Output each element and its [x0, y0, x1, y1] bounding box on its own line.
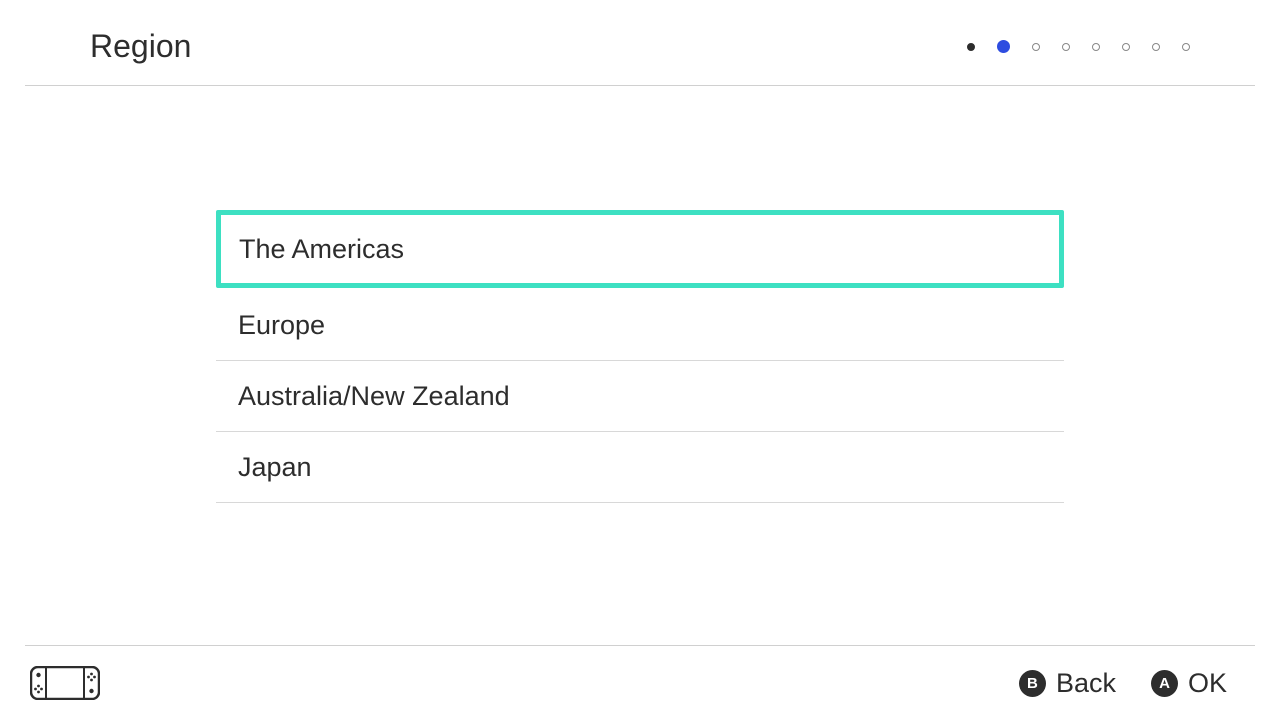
back-label: Back	[1056, 668, 1116, 699]
progress-indicator	[967, 40, 1190, 53]
progress-dot-6	[1122, 43, 1130, 51]
region-label: Australia/New Zealand	[238, 381, 510, 412]
back-button[interactable]: B Back	[1019, 668, 1116, 699]
ok-button[interactable]: A OK	[1151, 668, 1227, 699]
progress-dot-3	[1032, 43, 1040, 51]
a-button-icon: A	[1151, 670, 1178, 697]
region-label: The Americas	[239, 234, 404, 265]
b-button-icon: B	[1019, 670, 1046, 697]
region-item-americas[interactable]: The Americas	[216, 210, 1064, 288]
progress-dot-2	[997, 40, 1010, 53]
footer-buttons: B Back A OK	[1019, 668, 1227, 699]
region-list: The Americas Europe Australia/New Zealan…	[216, 214, 1064, 503]
progress-dot-4	[1062, 43, 1070, 51]
region-item-japan[interactable]: Japan	[216, 432, 1064, 503]
main-content: The Americas Europe Australia/New Zealan…	[0, 86, 1280, 503]
progress-dot-8	[1182, 43, 1190, 51]
ok-label: OK	[1188, 668, 1227, 699]
progress-dot-5	[1092, 43, 1100, 51]
page-title: Region	[90, 28, 191, 65]
region-label: Europe	[238, 310, 325, 341]
controller-icon	[30, 666, 100, 700]
region-item-europe[interactable]: Europe	[216, 290, 1064, 361]
region-item-australia-nz[interactable]: Australia/New Zealand	[216, 361, 1064, 432]
header: Region	[25, 0, 1255, 86]
progress-dot-7	[1152, 43, 1160, 51]
progress-dot-1	[967, 43, 975, 51]
footer: B Back A OK	[25, 645, 1255, 720]
region-label: Japan	[238, 452, 312, 483]
